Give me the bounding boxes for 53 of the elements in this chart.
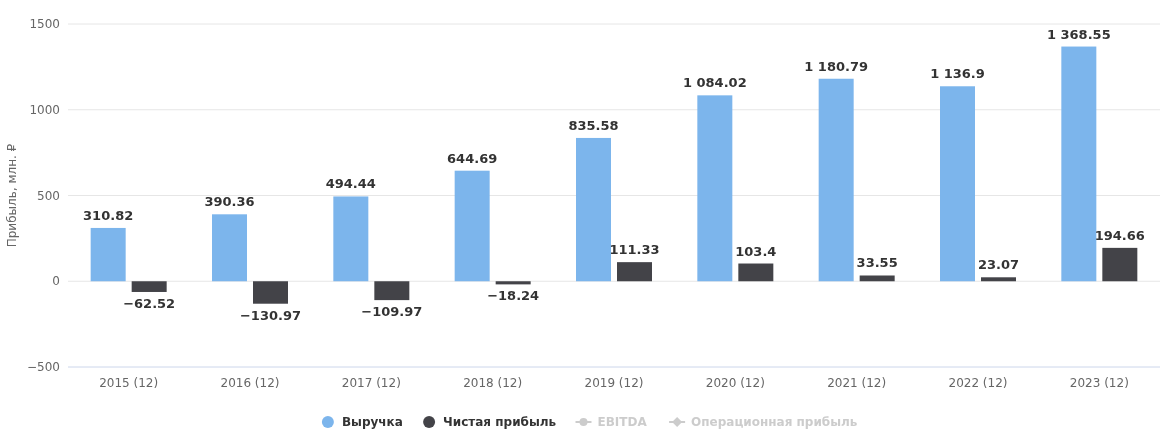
- legend-label: Чистая прибыль: [443, 415, 557, 429]
- y-tick-label: 500: [37, 188, 60, 203]
- bar: [90, 227, 126, 282]
- x-tick-label: 2016 (12): [220, 376, 280, 390]
- bar: [131, 281, 167, 292]
- bar: [1061, 46, 1097, 282]
- bar: [454, 170, 490, 282]
- bar: [576, 137, 611, 282]
- bar: [617, 262, 652, 282]
- data-label: 194.66: [1094, 227, 1145, 243]
- y-axis-title: Прибыль, млн. ₽: [5, 143, 19, 248]
- x-tick-label: 2021 (12): [827, 376, 887, 390]
- data-label: 494.44: [325, 176, 376, 192]
- bar: [818, 78, 854, 282]
- x-tick-label: 2022 (12): [948, 376, 1008, 390]
- x-tick-label: 2023 (12): [1069, 376, 1129, 390]
- bar: [212, 214, 247, 282]
- bar: [940, 86, 975, 282]
- bar: [697, 95, 733, 282]
- data-label: 644.69: [447, 150, 498, 166]
- data-label: −109.97: [361, 304, 423, 320]
- data-label: 23.07: [977, 257, 1020, 273]
- data-label: 1 136.9: [930, 66, 985, 82]
- x-tick-label: 2019 (12): [584, 376, 644, 390]
- x-tick-label: 2018 (12): [463, 376, 523, 390]
- bar: [981, 277, 1016, 282]
- x-tick-label: 2015 (12): [99, 376, 159, 390]
- legend-label: Выручка: [341, 415, 403, 429]
- data-label: 1 368.55: [1046, 26, 1111, 42]
- bar: [495, 281, 531, 285]
- data-label: 111.33: [609, 242, 660, 258]
- bar: [738, 263, 774, 282]
- data-label: 1 084.02: [682, 75, 747, 91]
- data-label: 835.58: [568, 117, 619, 133]
- data-label: 390.36: [204, 194, 255, 210]
- data-label: −18.24: [487, 288, 540, 304]
- bar: [859, 275, 895, 282]
- data-label: 33.55: [856, 255, 898, 271]
- bar: [253, 281, 288, 304]
- y-tick-label: 0: [52, 274, 60, 289]
- y-tick-label: 1500: [29, 17, 60, 31]
- bar: [374, 281, 410, 301]
- x-tick-label: 2020 (12): [705, 376, 765, 390]
- x-tick-label: 2017 (12): [341, 376, 401, 390]
- y-tick-label: 1000: [29, 102, 60, 117]
- data-label: −130.97: [239, 307, 302, 323]
- y-tick-label: −500: [27, 360, 60, 374]
- data-label: 310.82: [83, 207, 134, 223]
- data-label: 103.4: [735, 243, 777, 259]
- bar: [1102, 247, 1138, 282]
- bar: [333, 196, 369, 282]
- data-label: 1 180.79: [804, 58, 869, 74]
- data-label: −62.52: [123, 295, 176, 311]
